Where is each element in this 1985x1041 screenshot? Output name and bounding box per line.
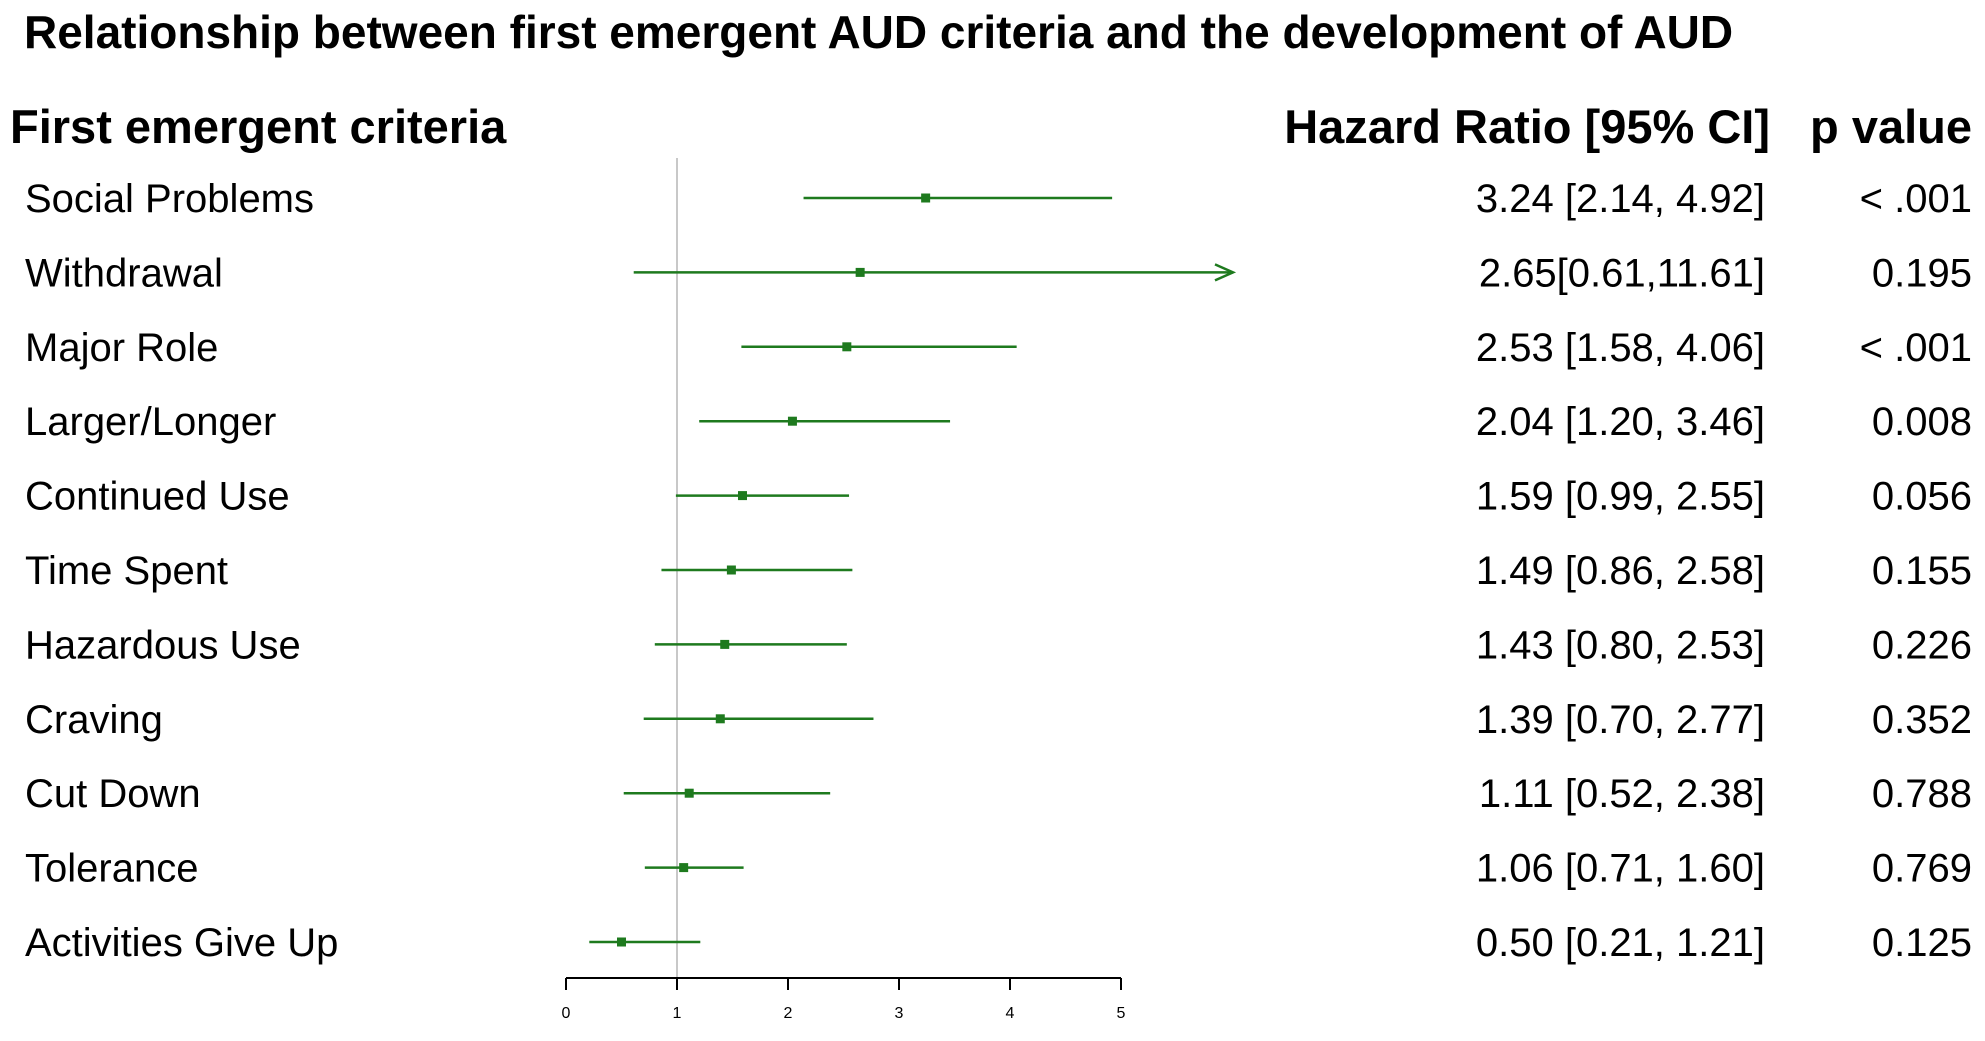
- row-label: Cut Down: [25, 772, 201, 816]
- x-tick-label: 4: [1006, 1005, 1015, 1022]
- hazard-ratio-text: 1.06 [0.71, 1.60]: [1476, 847, 1765, 891]
- row-label: Tolerance: [25, 847, 198, 891]
- point-estimate: [715, 714, 725, 724]
- hazard-ratio-text: 3.24 [2.14, 4.92]: [1476, 177, 1765, 221]
- hazard-ratio-text: 2.53 [1.58, 4.06]: [1476, 326, 1765, 370]
- x-tick-label: 1: [673, 1005, 682, 1022]
- rows-layer: Social Problems 3.24 [2.14, 4.92] < .001 Wi…: [25, 177, 1972, 965]
- p-value-text: 0.788: [1872, 772, 1972, 816]
- row-label: Major Role: [25, 326, 218, 370]
- forest-row: Withdrawal 2.65[0.61,11.61] 0.195: [25, 251, 1972, 295]
- x-axis: 0 1 2 3 4 5: [562, 977, 1126, 1022]
- left-column-header: First emergent criteria: [10, 100, 507, 153]
- hazard-ratio-text: 1.39 [0.70, 2.77]: [1476, 698, 1765, 742]
- hazard-ratio-text: 1.59 [0.99, 2.55]: [1476, 475, 1765, 519]
- row-label: Time Spent: [25, 549, 228, 593]
- hazard-ratio-text: 0.50 [0.21, 1.21]: [1476, 921, 1765, 965]
- x-tick-label: 5: [1117, 1005, 1126, 1022]
- hazard-ratio-text: 1.43 [0.80, 2.53]: [1476, 623, 1765, 667]
- forest-row: Larger/Longer 2.04 [1.20, 3.46] 0.008: [25, 400, 1972, 444]
- row-label: Craving: [25, 698, 163, 742]
- forest-row: Major Role 2.53 [1.58, 4.06] < .001: [25, 326, 1972, 370]
- forest-row: Social Problems 3.24 [2.14, 4.92] < .001: [25, 177, 1972, 221]
- p-value-text: 0.056: [1872, 475, 1972, 519]
- hazard-ratio-text: 1.11 [0.52, 2.38]: [1479, 772, 1765, 816]
- p-value-header: p value: [1810, 100, 1972, 153]
- forest-row: Activities Give Up 0.50 [0.21, 1.21] 0.125: [25, 921, 1972, 965]
- hazard-ratio-text: 2.04 [1.20, 3.46]: [1476, 400, 1765, 444]
- p-value-text: 0.226: [1872, 623, 1972, 667]
- row-label: Continued Use: [25, 475, 290, 519]
- x-tick-label: 2: [784, 1005, 793, 1022]
- forest-row: Tolerance 1.06 [0.71, 1.60] 0.769: [25, 847, 1972, 891]
- p-value-text: 0.155: [1872, 549, 1972, 593]
- point-estimate: [921, 193, 931, 203]
- x-tick-label: 3: [895, 1005, 904, 1022]
- row-label: Activities Give Up: [25, 921, 338, 965]
- p-value-text: 0.008: [1872, 400, 1972, 444]
- row-label: Hazardous Use: [25, 623, 301, 667]
- point-estimate: [787, 416, 797, 426]
- point-estimate: [617, 937, 626, 947]
- point-estimate: [737, 491, 747, 501]
- forest-row: Hazardous Use 1.43 [0.80, 2.53] 0.226: [25, 623, 1972, 667]
- forest-row: Continued Use 1.59 [0.99, 2.55] 0.056: [25, 475, 1972, 519]
- point-estimate: [684, 788, 694, 798]
- chart-title: Relationship between first emergent AUD …: [24, 6, 1733, 58]
- x-tick-label: 0: [562, 1005, 571, 1022]
- hazard-ratio-text: 2.65[0.61,11.61]: [1479, 251, 1765, 295]
- p-value-text: 0.125: [1872, 921, 1972, 965]
- p-value-text: 0.769: [1872, 847, 1972, 891]
- ci-overflow-arrow: [1214, 263, 1237, 282]
- hazard-ratio-header: Hazard Ratio [95% CI]: [1284, 100, 1770, 153]
- row-label: Larger/Longer: [25, 400, 276, 444]
- forest-row: Cut Down 1.11 [0.52, 2.38] 0.788: [25, 772, 1972, 816]
- p-value-text: < .001: [1860, 177, 1972, 221]
- p-value-text: < .001: [1860, 326, 1972, 370]
- point-estimate: [679, 863, 689, 873]
- point-estimate: [726, 565, 736, 575]
- forest-row: Time Spent 1.49 [0.86, 2.58] 0.155: [25, 549, 1972, 593]
- hazard-ratio-text: 1.49 [0.86, 2.58]: [1476, 549, 1765, 593]
- p-value-text: 0.352: [1872, 698, 1972, 742]
- forest-row: Craving 1.39 [0.70, 2.77] 0.352: [25, 698, 1972, 742]
- row-label: Social Problems: [25, 177, 314, 221]
- point-estimate: [842, 342, 852, 352]
- point-estimate: [720, 639, 730, 649]
- row-label: Withdrawal: [25, 251, 223, 295]
- point-estimate: [855, 267, 865, 277]
- p-value-text: 0.195: [1872, 251, 1972, 295]
